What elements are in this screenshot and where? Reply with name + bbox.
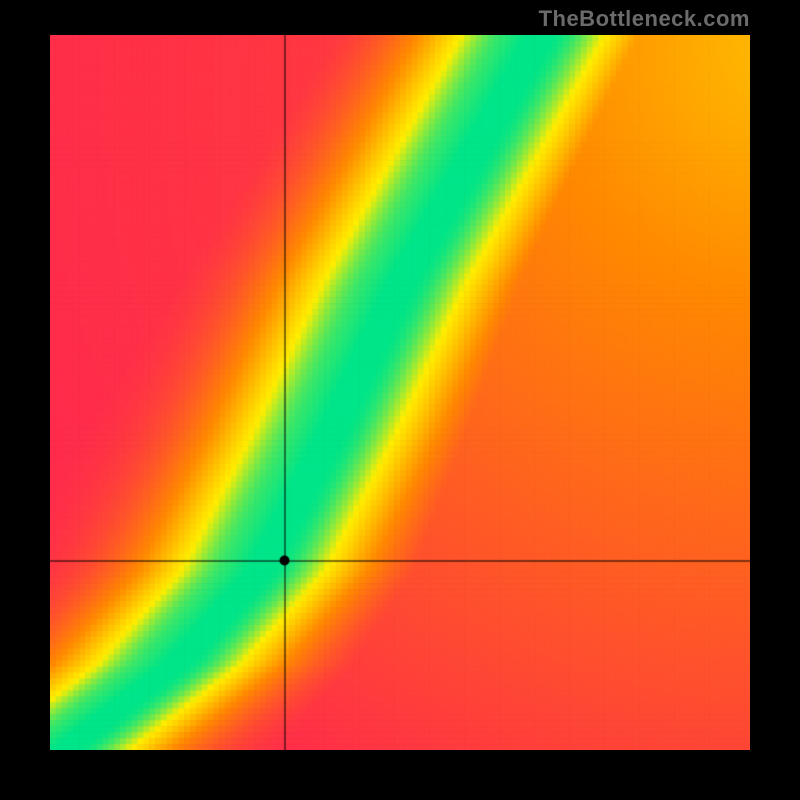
watermark-text: TheBottleneck.com <box>539 6 750 32</box>
chart-container: TheBottleneck.com <box>0 0 800 800</box>
heatmap-plot <box>50 35 750 750</box>
